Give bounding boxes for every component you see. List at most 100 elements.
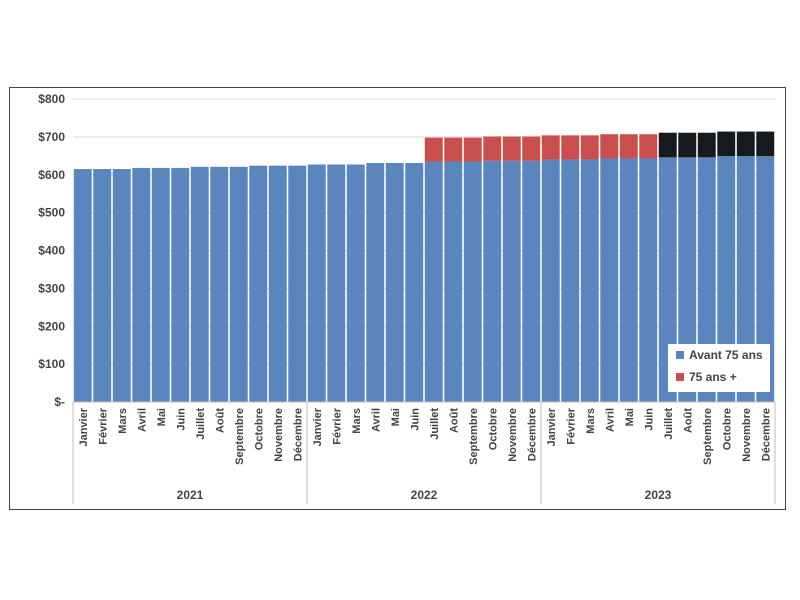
- x-tick-label: Septembre: [468, 408, 480, 465]
- x-tick-label: Août: [448, 408, 460, 433]
- bar-segment: [580, 159, 599, 402]
- x-tick-label: Novembre: [273, 408, 285, 462]
- x-tick-label: Avril: [370, 408, 382, 432]
- bar-segment: [210, 166, 229, 402]
- bar-segment: [483, 160, 502, 402]
- x-tick-label: Juin: [643, 408, 655, 431]
- legend-swatch: [676, 373, 684, 381]
- y-tick-label: $300: [38, 281, 65, 295]
- y-tick-label: $600: [38, 168, 65, 182]
- bar-segment: [561, 135, 580, 160]
- bar-segment: [717, 131, 736, 157]
- x-tick-label: Juin: [175, 408, 187, 431]
- bar-segment: [756, 131, 775, 157]
- bar-segment: [502, 160, 521, 402]
- bar-segment: [463, 137, 482, 162]
- bar-segment: [249, 165, 268, 402]
- bar-segment: [619, 134, 638, 159]
- bar-segment: [151, 167, 170, 402]
- bar-segment: [678, 157, 697, 402]
- bar-segment: [346, 164, 365, 402]
- bar-segment: [463, 161, 482, 402]
- x-tick-label: Octobre: [721, 408, 733, 450]
- y-tick-label: $700: [38, 130, 65, 144]
- x-tick-label: Novembre: [507, 408, 519, 462]
- bar-segment: [424, 161, 443, 402]
- legend-box: [668, 344, 770, 392]
- x-tick-label: Mai: [624, 408, 636, 426]
- bar-segment: [366, 163, 385, 402]
- x-tick-label: Janvier: [78, 407, 90, 446]
- bar-segment: [541, 135, 560, 160]
- x-tick-label: Novembre: [741, 408, 753, 462]
- x-tick-label: Décembre: [526, 408, 538, 461]
- x-tick-label: Août: [682, 408, 694, 433]
- bar-segment: [580, 135, 599, 160]
- bar-segment: [190, 166, 209, 402]
- bar-segment: [678, 132, 697, 158]
- bar-segment: [600, 158, 619, 402]
- x-tick-label: Janvier: [546, 407, 558, 446]
- y-tick-label: $400: [38, 244, 65, 258]
- bar-segment: [268, 165, 287, 402]
- bar-segment: [288, 165, 307, 402]
- bar-segment: [522, 160, 541, 402]
- bar-segment: [93, 169, 112, 402]
- x-tick-label: Février: [97, 407, 109, 444]
- bar-segment: [697, 132, 716, 158]
- x-tick-label: Octobre: [253, 408, 265, 450]
- x-tick-label: Février: [331, 407, 343, 444]
- x-tick-label: Août: [214, 408, 226, 433]
- bar-segment: [717, 156, 736, 402]
- bar-segment: [697, 157, 716, 402]
- legend-label: 75 ans +: [689, 370, 737, 384]
- bar-segment: [658, 157, 677, 402]
- y-tick-label: $200: [38, 319, 65, 333]
- stacked-bar-chart: $- $100 $200 $300 $400 $500 $600 $700 $800 Janvie…: [38, 92, 776, 504]
- year-label: 2023: [645, 488, 672, 502]
- bar-segment: [639, 134, 658, 159]
- x-tick-label: Octobre: [487, 408, 499, 450]
- chart-frame: $- $100 $200 $300 $400 $500 $600 $700 $800 Janvie…: [9, 87, 786, 510]
- bar-segment: [444, 137, 463, 162]
- bar-segment: [112, 169, 131, 402]
- bar-segment: [444, 161, 463, 402]
- x-tick-label: Mai: [390, 408, 402, 426]
- x-tick-label: Mai: [156, 408, 168, 426]
- bar-segment: [600, 134, 619, 159]
- x-tick-label: Juillet: [429, 408, 441, 440]
- y-tick-label: $100: [38, 357, 65, 371]
- year-label: 2021: [177, 488, 204, 502]
- bar-segment: [736, 156, 755, 402]
- legend-label: Avant 75 ans: [689, 348, 763, 362]
- year-label: 2022: [411, 488, 438, 502]
- bar-segment: [736, 131, 755, 157]
- bar-segment: [522, 136, 541, 161]
- bar-segment: [639, 158, 658, 402]
- x-tick-label: Avril: [604, 408, 616, 432]
- bar-segment: [171, 167, 190, 402]
- y-tick-label: $500: [38, 206, 65, 220]
- x-tick-label: Février: [565, 407, 577, 444]
- bar-segment: [483, 136, 502, 161]
- bar-segment: [229, 166, 248, 402]
- legend-swatch: [676, 351, 684, 359]
- x-tick-label: Septembre: [702, 408, 714, 465]
- x-tick-label: Septembre: [234, 408, 246, 465]
- bar-segment: [132, 167, 151, 402]
- x-tick-label: Décembre: [760, 408, 772, 461]
- bar-segment: [307, 164, 326, 402]
- bar-segment: [658, 132, 677, 158]
- bar-segment: [561, 159, 580, 402]
- x-tick-label: Mars: [117, 408, 129, 434]
- y-tick-label: $-: [54, 395, 65, 409]
- y-tick-label: $800: [38, 92, 65, 106]
- bar-segment: [327, 164, 346, 402]
- bar-segment: [619, 158, 638, 402]
- x-tick-label: Janvier: [312, 407, 324, 446]
- bar-segment: [405, 163, 424, 402]
- x-tick-label: Décembre: [292, 408, 304, 461]
- bar-segment: [541, 159, 560, 402]
- x-tick-label: Mars: [351, 408, 363, 434]
- bar-segment: [73, 169, 92, 402]
